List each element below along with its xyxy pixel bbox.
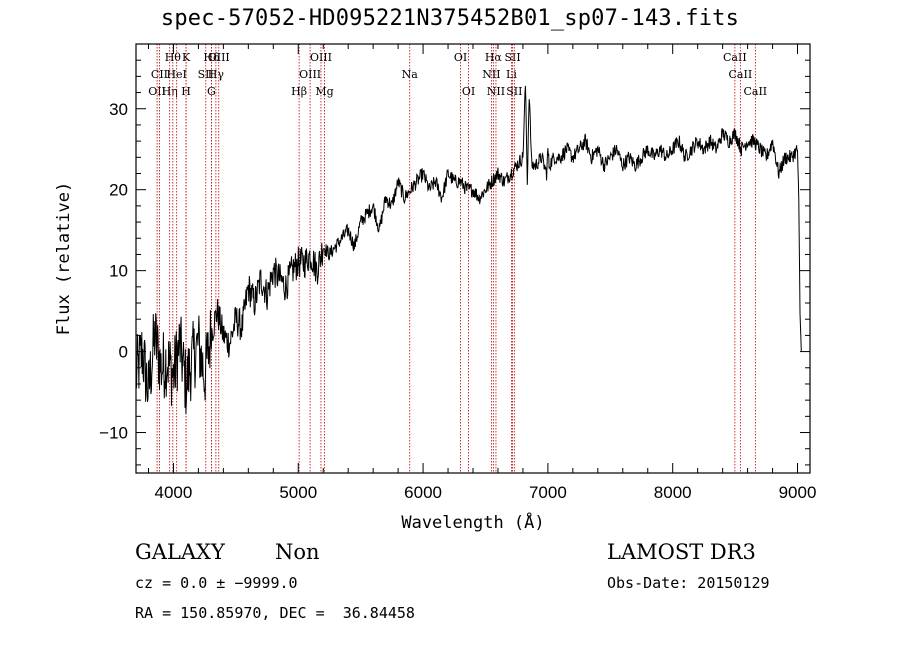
line-label: OI: [454, 51, 467, 64]
x-tick-label: 5000: [279, 483, 317, 502]
line-label: Hα: [485, 51, 503, 64]
y-tick-label: 0: [119, 343, 128, 362]
line-label: H: [181, 85, 191, 98]
x-tick-label: 6000: [404, 483, 442, 502]
y-tick-label: 10: [109, 262, 128, 281]
y-tick-label: 20: [109, 181, 128, 200]
line-label: Hγ: [208, 68, 225, 81]
spectrum-line: [135, 85, 802, 415]
line-label: SII: [504, 51, 520, 64]
line-label: OIII: [310, 51, 332, 64]
axis-labels: Wavelength (Å) Flux (relative): [54, 182, 545, 533]
object-class: GALAXY: [135, 540, 225, 564]
spectral-line-markers: OIICIIHηHθHeIHKSIIHδGHγOIIIHβOIIIOIIIMgN…: [148, 44, 767, 473]
x-tick-label: 7000: [529, 483, 567, 502]
line-label: OIII: [299, 68, 321, 81]
line-label: CII: [151, 68, 168, 81]
line-label: G: [207, 85, 216, 98]
line-label: NII: [482, 68, 500, 81]
line-label: NII: [487, 85, 505, 98]
spectrum-series: [135, 85, 802, 415]
line-label: Hη: [162, 85, 178, 98]
x-tick-label: 8000: [654, 483, 692, 502]
y-axis-label: Flux (relative): [54, 182, 74, 336]
axis-ticks: 4000 5000 6000 7000 8000 9000 −10 0 10 20 30: [99, 44, 816, 502]
line-label: Li: [506, 68, 517, 81]
chart-title: spec-57052-HD095221N375452B01_sp07-143.f…: [160, 6, 740, 31]
line-label: Hβ: [291, 85, 307, 98]
x-axis-label: Wavelength (Å): [401, 511, 544, 533]
line-label: CaII: [723, 51, 747, 64]
coordinates: RA = 150.85970, DEC = 36.84458: [135, 604, 415, 622]
line-label: SII: [506, 85, 522, 98]
y-tick-label: 30: [109, 100, 128, 119]
x-tick-label: 9000: [779, 483, 817, 502]
survey-name: LAMOST DR3: [607, 540, 756, 564]
line-label: Mg: [315, 85, 333, 98]
line-label: Na: [402, 68, 419, 81]
x-tick-label: 4000: [155, 483, 193, 502]
object-subclass: Non: [275, 540, 320, 564]
line-label: Hθ: [165, 51, 182, 64]
line-label: OIII: [208, 51, 230, 64]
line-label: CaII: [743, 85, 767, 98]
plot-frame: [135, 43, 811, 474]
line-label: OII: [148, 85, 166, 98]
line-label: SII: [198, 68, 214, 81]
line-label: CaII: [729, 68, 753, 81]
line-label: OI: [462, 85, 475, 98]
line-label: HeI: [166, 68, 186, 81]
line-label: K: [182, 51, 191, 64]
obs-date: Obs-Date: 20150129: [607, 574, 770, 592]
redshift-text: cz = 0.0 ± −9999.0: [135, 574, 298, 592]
y-tick-label: −10: [99, 424, 128, 443]
